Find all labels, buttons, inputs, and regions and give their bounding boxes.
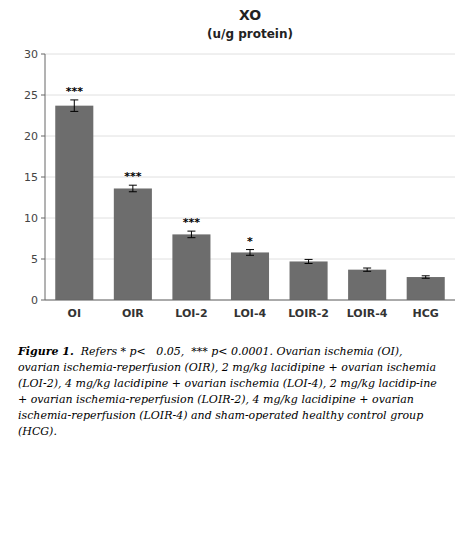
subtitle: (u/g protein) [207, 27, 293, 41]
x-tick-label: LOI-4 [234, 307, 267, 320]
bar [55, 106, 93, 300]
x-tick-label: HCG [413, 307, 439, 320]
y-tick [41, 218, 45, 219]
y-tick-label: 10 [24, 212, 38, 225]
x-tick-label: OIR [122, 307, 144, 320]
grid [45, 54, 455, 300]
y-tick-label: 20 [24, 130, 38, 143]
grid-line [45, 95, 455, 96]
y-tick-label: 15 [24, 171, 38, 184]
significance: * [247, 235, 253, 248]
bar [407, 277, 445, 300]
grid-line [45, 177, 455, 178]
y-tick [41, 54, 45, 55]
title: XO [239, 7, 261, 23]
error-bar [129, 185, 137, 192]
bars [55, 106, 445, 300]
y-axis-line [45, 54, 46, 300]
x-tick-label: LOI-2 [175, 307, 207, 320]
significance: *** [183, 216, 201, 229]
bar [290, 261, 328, 300]
y-tick-label: 25 [24, 89, 38, 102]
error-bars [70, 100, 429, 278]
significance: *** [124, 170, 142, 183]
x-tick-label: LOIR-4 [347, 307, 388, 320]
bar [172, 234, 210, 300]
y-tick [41, 95, 45, 96]
y-tick [41, 259, 45, 260]
grid-line [45, 136, 455, 137]
x-tick-label: OI [68, 307, 81, 320]
x-tick-label: LOIR-2 [288, 307, 329, 320]
page: {"chart_data": {"type": "bar", "title": … [0, 0, 465, 540]
chart: XO (u/g protein) 0 5 10 15 20 25 30 OI OIR LOI-2 LOI… [0, 0, 465, 340]
annotations: ********** [66, 85, 253, 248]
bar [231, 252, 269, 300]
y-tick-label: 5 [31, 253, 38, 266]
caption: Figure 1. Refers * p< 0.05, *** p< 0.000… [0, 340, 465, 440]
error-bar [187, 231, 195, 238]
error-bar [70, 100, 78, 111]
bar [348, 270, 386, 300]
y-tick [41, 177, 45, 178]
x-axis: OI OIR LOI-2 LOI-4 LOIR-2 LOIR-4 HCG [45, 300, 455, 320]
grid-line [45, 218, 455, 219]
significance: *** [66, 85, 84, 98]
grid-line [45, 54, 455, 55]
y-tick [41, 136, 45, 137]
error-bar [246, 250, 254, 256]
error-bar [422, 276, 430, 278]
bar [114, 188, 152, 300]
x-axis-line [45, 300, 455, 301]
y-tick-label: 0 [31, 294, 38, 307]
caption-text: Refers * p< 0.05, *** p< 0.0001. Ovarian… [18, 345, 440, 438]
caption-label: Figure 1. [18, 345, 74, 358]
y-tick [41, 300, 45, 301]
y-axis: 0 5 10 15 20 25 30 [24, 48, 45, 307]
error-bar [305, 259, 313, 263]
y-tick-label: 30 [24, 48, 38, 61]
grid-line [45, 300, 455, 301]
error-bar [363, 268, 371, 271]
